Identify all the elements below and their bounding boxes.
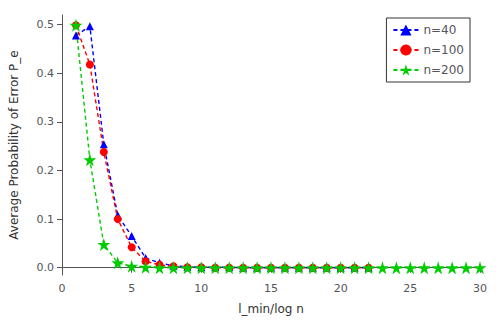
svg-text:n=40: n=40 — [423, 23, 456, 37]
svg-text:Average Probability of Error P: Average Probability of Error P_e — [7, 50, 21, 239]
svg-text:5: 5 — [128, 282, 135, 295]
svg-text:l_min/log n: l_min/log n — [238, 302, 304, 316]
svg-text:25: 25 — [403, 282, 417, 295]
svg-text:0.1: 0.1 — [37, 213, 55, 226]
svg-text:0.2: 0.2 — [37, 164, 55, 177]
svg-text:30: 30 — [473, 282, 487, 295]
svg-text:10: 10 — [194, 282, 208, 295]
svg-text:0.4: 0.4 — [37, 67, 55, 80]
svg-text:20: 20 — [334, 282, 348, 295]
svg-text:0: 0 — [59, 282, 66, 295]
svg-text:0.5: 0.5 — [37, 18, 55, 31]
svg-text:15: 15 — [264, 282, 278, 295]
svg-text:n=100: n=100 — [423, 43, 464, 57]
svg-text:0.0: 0.0 — [37, 261, 55, 274]
svg-text:0.3: 0.3 — [37, 115, 55, 128]
svg-text:n=200: n=200 — [423, 63, 464, 77]
